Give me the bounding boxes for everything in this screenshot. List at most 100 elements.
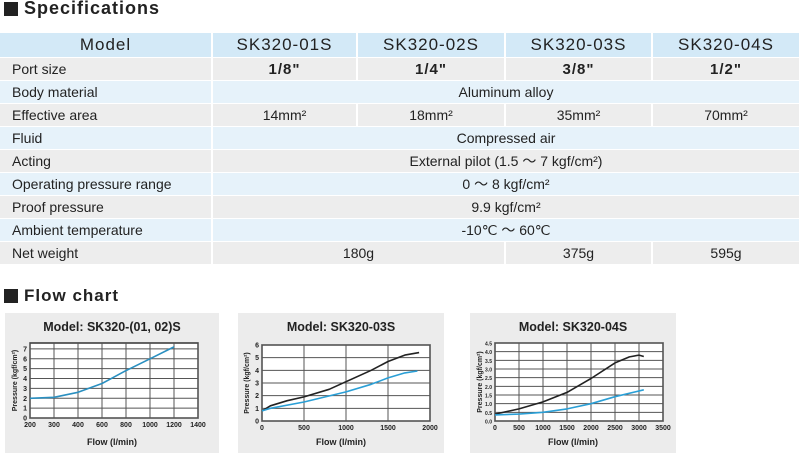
row-label: Acting bbox=[0, 149, 213, 173]
y-tick-label: 3.0 bbox=[485, 368, 492, 374]
x-tick-label: 400 bbox=[72, 422, 84, 429]
row-label: Body material bbox=[0, 80, 213, 104]
x-tick-label: 500 bbox=[298, 425, 310, 432]
x-tick-label: 200 bbox=[24, 422, 36, 429]
header-model-2: SK320-02S bbox=[357, 33, 506, 58]
cell: 18mm² bbox=[357, 103, 506, 127]
cell: 595g bbox=[652, 241, 800, 265]
table-row: Net weight 180g 375g 595g bbox=[0, 241, 800, 265]
cell: -10℃ ～ 60℃ bbox=[212, 218, 800, 242]
y-tick-label: 5 bbox=[255, 355, 259, 362]
y-axis-label: Pressure (kgf/cm²) bbox=[477, 351, 484, 412]
cell: 70mm² bbox=[652, 103, 800, 127]
series-line-1 bbox=[261, 351, 420, 412]
x-tick-label: 2500 bbox=[607, 425, 623, 432]
x-tick-label: 600 bbox=[96, 422, 108, 429]
y-tick-label: 0 bbox=[255, 419, 259, 426]
y-tick-label: 4 bbox=[23, 376, 27, 383]
chart-title: Model: SK320-(01, 02)S bbox=[43, 320, 181, 334]
x-tick-label: 0 bbox=[493, 425, 497, 432]
x-tick-label: 1500 bbox=[559, 425, 575, 432]
y-tick-label: 0 bbox=[23, 416, 27, 423]
cell: 1/2" bbox=[652, 57, 800, 81]
x-tick-label: 500 bbox=[513, 425, 525, 432]
row-label: Ambient temperature bbox=[0, 218, 213, 242]
y-tick-label: 3 bbox=[23, 386, 27, 393]
header-model-4: SK320-04S bbox=[652, 33, 800, 58]
series-line-1 bbox=[494, 354, 645, 415]
cell: Compressed air bbox=[212, 126, 800, 150]
x-tick-label: 2000 bbox=[583, 425, 599, 432]
table-row: Operating pressure range 0 ～ 8 kgf/cm² bbox=[0, 172, 800, 196]
flow-chart-panel-2: 0 500 1000 1500 2000 0 1 2 3 4 5 6 Pressure (kgf/cm²… bbox=[238, 313, 444, 453]
y-tick-label: 1 bbox=[255, 406, 259, 413]
square-bullet-icon bbox=[4, 1, 18, 16]
cell: 375g bbox=[505, 241, 653, 265]
table-row: Ambient temperature -10℃ ～ 60℃ bbox=[0, 218, 800, 242]
plot-area bbox=[29, 342, 199, 419]
y-tick-label: 0.0 bbox=[485, 420, 492, 426]
y-tick-label: 6 bbox=[255, 343, 259, 350]
y-tick-label: 4 bbox=[255, 368, 259, 375]
table-row: Body material Aluminum alloy bbox=[0, 80, 800, 104]
cell: 35mm² bbox=[505, 103, 653, 127]
y-tick-label: 6 bbox=[23, 356, 27, 363]
specifications-title: Specifications bbox=[24, 0, 161, 18]
x-tick-label: 1200 bbox=[166, 422, 182, 429]
x-tick-label: 3500 bbox=[655, 425, 671, 432]
table-row: Proof pressure 9.9 kgf/cm² bbox=[0, 195, 800, 219]
flow-chart-heading: Flow chart bbox=[4, 286, 119, 306]
flow-chart-title: Flow chart bbox=[24, 286, 120, 305]
y-axis-label: Pressure (kgf/cm²) bbox=[12, 350, 19, 411]
table-row: Fluid Compressed air bbox=[0, 126, 800, 150]
x-tick-label: 3000 bbox=[631, 425, 647, 432]
flow-chart-panel-1: 200 300 400 600 800 1000 1200 1400 0 1 2 3 4 5 6 7 Press… bbox=[5, 313, 219, 453]
square-bullet-icon bbox=[4, 289, 18, 303]
y-tick-label: 5 bbox=[23, 366, 27, 373]
y-tick-label: 3 bbox=[255, 381, 259, 388]
y-axis-label: Pressure (kgf/cm²) bbox=[244, 352, 251, 413]
row-label: Port size bbox=[0, 57, 213, 81]
y-tick-label: 4.0 bbox=[485, 350, 492, 356]
specifications-table: Model SK320-01S SK320-02S SK320-03S SK32… bbox=[0, 33, 800, 265]
y-tick-label: 4.5 bbox=[485, 342, 492, 348]
flow-chart-panel-3: 0 500 1000 1500 2000 2500 3000 3500 0.0 0.5 1.0 1.5… bbox=[470, 313, 676, 453]
row-label: Effective area bbox=[0, 103, 213, 127]
x-tick-label: 300 bbox=[48, 422, 60, 429]
cell: External pilot (1.5 ～ 7 kgf/cm²) bbox=[212, 149, 800, 173]
table-row: Port size 1/8" 1/4" 3/8" 1/2" bbox=[0, 57, 800, 81]
cell: 180g bbox=[212, 241, 506, 265]
flow-chart-2: 0 500 1000 1500 2000 0 1 2 3 4 5 6 Pressure (kgf/cm²… bbox=[244, 343, 438, 433]
row-label: Fluid bbox=[0, 126, 213, 150]
row-label: Net weight bbox=[0, 241, 213, 265]
row-label: Operating pressure range bbox=[0, 172, 213, 196]
y-tick-label: 2.5 bbox=[485, 376, 492, 382]
cell: 14mm² bbox=[212, 103, 358, 127]
x-tick-label: 1400 bbox=[190, 422, 206, 429]
x-tick-label: 0 bbox=[260, 425, 264, 432]
x-tick-label: 1000 bbox=[535, 425, 551, 432]
x-axis-label: Flow (l/min) bbox=[87, 437, 137, 447]
y-tick-label: 1 bbox=[23, 406, 27, 413]
row-label: Proof pressure bbox=[0, 195, 213, 219]
cell: Aluminum alloy bbox=[212, 80, 800, 104]
y-tick-label: 1.0 bbox=[485, 402, 492, 408]
table-row: Acting External pilot (1.5 ～ 7 kgf/cm²) bbox=[0, 149, 800, 173]
y-tick-label: 2 bbox=[23, 396, 27, 403]
specifications-heading: Specifications bbox=[4, 0, 160, 19]
x-tick-label: 2000 bbox=[422, 425, 438, 432]
y-tick-label: 1.5 bbox=[485, 394, 492, 400]
x-tick-label: 1000 bbox=[142, 422, 158, 429]
cell: 0 ～ 8 kgf/cm² bbox=[212, 172, 800, 196]
table-header-row: Model SK320-01S SK320-02S SK320-03S SK32… bbox=[0, 33, 800, 58]
y-tick-label: 0.5 bbox=[485, 411, 492, 417]
table-row: Effective area 14mm² 18mm² 35mm² 70mm² bbox=[0, 103, 800, 127]
flow-chart-3: 0 500 1000 1500 2000 2500 3000 3500 0.0 0.5 1.0 1.5… bbox=[477, 342, 671, 433]
header-model: Model bbox=[0, 33, 213, 58]
y-tick-label: 7 bbox=[23, 346, 27, 353]
x-tick-label: 1500 bbox=[380, 425, 396, 432]
series-line-2 bbox=[494, 389, 644, 416]
cell: 3/8" bbox=[505, 57, 653, 81]
cell: 1/4" bbox=[357, 57, 506, 81]
y-tick-label: 2.0 bbox=[485, 385, 492, 391]
